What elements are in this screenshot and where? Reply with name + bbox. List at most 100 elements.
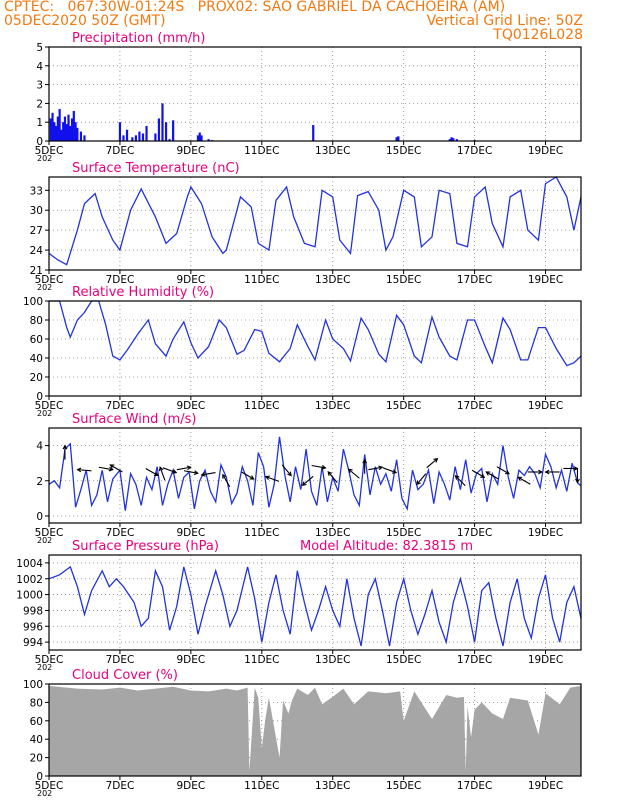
wind-arrow-shaft [159,466,166,481]
wind-ytick-label: 4 [36,441,43,453]
precip-bar [74,122,77,141]
wind-arrow-shaft [311,464,326,469]
cloud-ytick-label: 100 [23,679,43,691]
temp-ytick-label: 21 [30,265,43,277]
precip-bar [207,139,210,141]
wind-arrow-head [222,473,227,479]
precip-xtick-label: 9DEC [176,145,205,157]
press-series-line [48,565,582,647]
precip-bar [145,125,148,141]
wind-arrow-head [264,475,270,480]
wind-arrow-shaft [348,468,360,479]
precip-bar [200,135,203,141]
precip-ytick-label: 2 [36,98,43,110]
cloud-xtick-label: 19DEC [528,780,563,792]
wind-arrow-head [362,458,368,464]
press-xtick-label: 11DEC [244,654,279,666]
precip-bar [138,131,141,141]
precip-bar [154,133,157,141]
wind-arrow-shaft [98,466,113,471]
wind-series-line [48,436,582,512]
wind-arrow-head [517,476,523,481]
press-ytick-label: 994 [23,637,43,649]
rh-xtick-label: 5DEC [35,400,64,412]
precip-bar [455,139,458,141]
cloud-ytick-label: 40 [30,734,43,746]
wind-arrow-shaft [183,470,198,474]
wind-arrow-shaft [302,475,314,486]
wind-arrow-shaft [517,476,531,485]
cloud-xtick-label: 7DEC [106,780,135,792]
precip-bar [141,133,145,141]
temp-xtick-label: 7DEC [106,274,135,286]
temp-xtick-label: 13DEC [315,274,350,286]
press-xtick-label: 19DEC [528,654,563,666]
precip-xtick-label: 15DEC [386,145,421,157]
precip-xtick-label: 17DEC [457,145,492,157]
rh-ytick-label: 100 [23,296,43,308]
precip-bar [161,103,164,141]
precip-bar [69,125,72,141]
wind-arrow-head [108,466,114,472]
wind-arrow-head [485,471,491,476]
rh-ytick-label: 80 [30,315,43,327]
precip-ytick-label: 1 [36,117,43,129]
cloud-xtick-label: 17DEC [457,780,492,792]
wind-arrow-head [433,457,439,463]
precip-bar [168,139,171,141]
temp-xtick-label: 5DEC [35,274,64,286]
wind-arrow-head [153,471,159,477]
wind-xtick-label: 17DEC [457,527,492,539]
wind-arrow-shaft [496,466,510,475]
temp-xtick-label: 9DEC [176,274,205,286]
wind-arrow-head [301,481,307,487]
precip-bar [452,138,455,141]
precip-bar [62,122,65,141]
cloud-ytick-label: 80 [30,697,43,709]
rh-xtick-label: 7DEC [106,400,135,412]
temp-ytick-label: 24 [30,245,44,257]
wind-arrow-shaft [222,474,231,488]
header-grid-note: Vertical Grid Line: 50Z [426,13,583,29]
wind-arrow-shaft [426,458,438,469]
wind-arrow-head [249,475,255,480]
press-ytick-label: 1002 [16,574,43,586]
wind-arrow-shaft [416,473,427,485]
wind-xtick-label: 7DEC [106,527,135,539]
cloud-xtick-label: 11DEC [244,780,279,792]
rh-xtick-label: 11DEC [244,400,279,412]
press-ytick-label: 996 [23,621,43,633]
rh-xtick-label: 9DEC [176,400,205,412]
precip-bar [72,110,75,141]
header-station-line: CPTEC: 067:30W-01:24S PROX02: SAO GABRIE… [4,0,506,15]
wind-arrow-head [158,466,164,472]
wind-xtick-label: 5DEC [35,527,64,539]
precip-bar [67,114,70,141]
cloud-ytick-label: 0 [36,771,43,783]
precip-bar [164,122,168,141]
precip-title: Precipitation (mm/h) [72,31,205,46]
precip-bar [79,131,83,141]
temp-xtick-label: 15DEC [386,274,421,286]
wind-arrow-head [186,465,192,471]
wind-arrow-head [544,469,550,475]
precip-ytick-label: 4 [36,61,43,73]
rh-xtick-label: 17DEC [457,400,492,412]
rh-xtick-label: 15DEC [386,400,421,412]
wind-arrow-head [416,480,421,486]
temp-ytick-label: 27 [30,225,43,237]
wind-arrow-shaft [471,469,485,478]
precip-bar [70,118,74,141]
wind-ytick-label: 0 [36,511,43,523]
wind-arrow-head [327,471,333,476]
wind-arrow-head [321,464,327,470]
wind-arrow-head [200,472,206,477]
wind-arrow-shaft [485,471,499,480]
precip-bar [122,135,125,141]
wind-arrow-head [347,468,353,474]
press-xtick-label: 15DEC [386,654,421,666]
wind-xtick-label: 15DEC [386,527,421,539]
cloud-frame [48,683,582,777]
precip-bar [51,112,54,141]
